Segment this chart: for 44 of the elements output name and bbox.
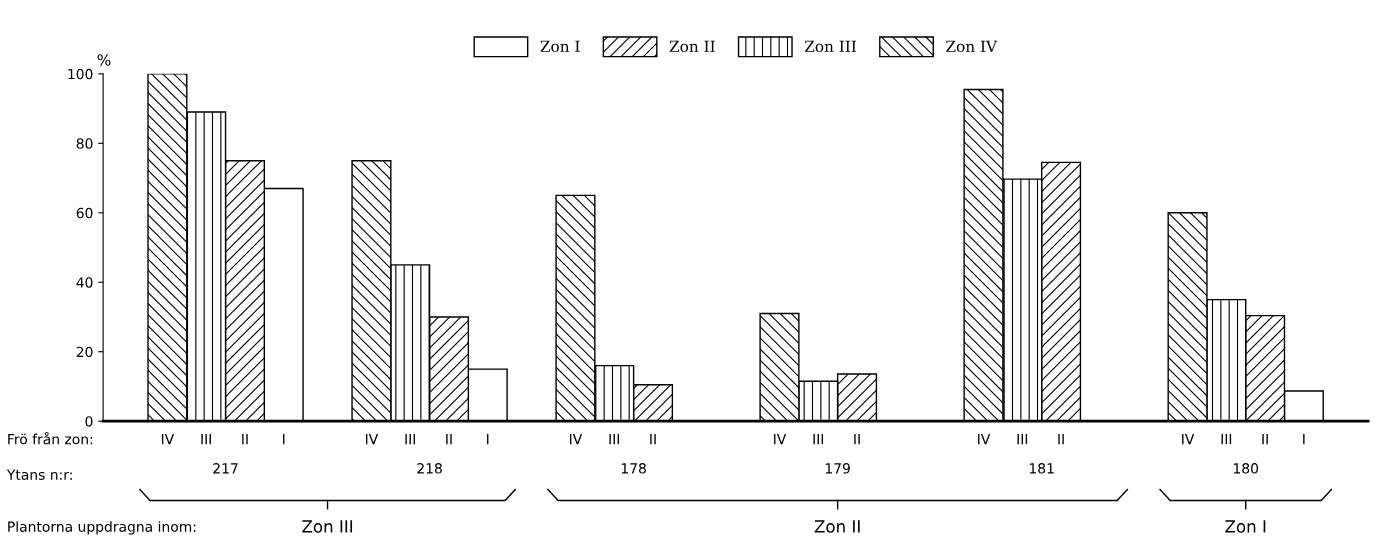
y-tick-label: 60 (76, 207, 93, 219)
text: II (1262, 434, 1268, 445)
x-tick-label: 181 (1029, 463, 1054, 474)
text: II (446, 434, 452, 445)
text: III (1221, 434, 1232, 445)
text: I (283, 434, 285, 445)
text: IV (978, 434, 991, 445)
y-tick-label: 40 (76, 277, 93, 288)
y-tick-label: 20 (76, 346, 93, 358)
text: IV (365, 434, 379, 445)
text: III (609, 434, 619, 445)
legend-label: Zon III (804, 40, 857, 53)
y-axis-title: % (97, 54, 111, 66)
text: Zon III (302, 520, 353, 533)
y-tick-label: 80 (76, 138, 93, 149)
text: II (854, 434, 860, 445)
text: IV (774, 434, 787, 445)
text: IV (570, 434, 583, 445)
text: II (242, 434, 248, 445)
text: III (201, 434, 211, 445)
text: Frö från zon: (8, 431, 93, 445)
text: Zon I (1225, 520, 1266, 533)
legend-label: Zon II (669, 40, 715, 53)
text: II (650, 434, 656, 445)
text: Plantorna uppdragna inom: (8, 521, 196, 535)
y-tick-label: 100 (68, 68, 93, 80)
text: III (405, 434, 415, 445)
y-tick-label: 0 (85, 416, 93, 427)
x-tick-label: 217 (213, 463, 238, 474)
text: Ytans n:r: (6, 469, 72, 480)
text: III (1017, 434, 1028, 445)
x-tick-label: 178 (621, 463, 646, 474)
x-tick-label: 218 (417, 463, 442, 474)
legend-label: Zon I (540, 40, 580, 53)
text: IV (161, 434, 175, 445)
text: III (813, 434, 824, 445)
text: Zon II (814, 520, 860, 533)
x-tick-label: 180 (1233, 463, 1259, 474)
text: I (1303, 434, 1305, 445)
x-tick-label: 179 (825, 463, 850, 474)
text: II (1058, 434, 1064, 445)
legend-label: Zon IV (946, 40, 998, 53)
text: IV (1182, 434, 1195, 445)
text: I (487, 434, 489, 445)
